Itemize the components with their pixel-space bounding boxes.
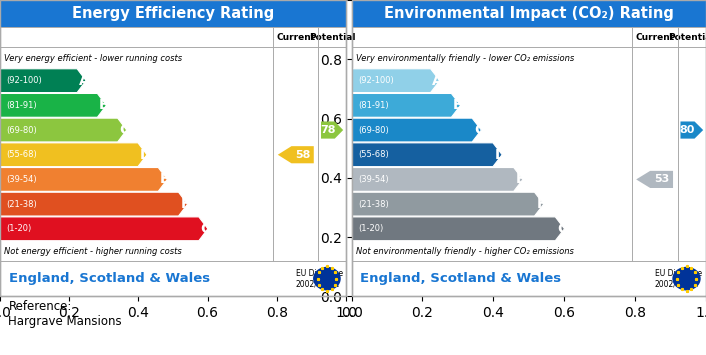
Text: (39-54): (39-54) [6, 175, 37, 184]
Text: (69-80): (69-80) [6, 126, 37, 135]
Polygon shape [636, 171, 673, 188]
Polygon shape [352, 143, 502, 166]
Text: 53: 53 [654, 174, 669, 184]
Text: (21-38): (21-38) [358, 200, 389, 209]
Text: 78: 78 [320, 125, 335, 135]
Text: Energy Efficiency Rating: Energy Efficiency Rating [72, 6, 274, 21]
Text: (92-100): (92-100) [358, 76, 394, 85]
Text: (55-68): (55-68) [358, 150, 389, 159]
Text: 2002/91/EC: 2002/91/EC [296, 279, 340, 289]
Text: Not environmentally friendly - higher CO₂ emissions: Not environmentally friendly - higher CO… [356, 247, 574, 256]
Text: (81-91): (81-91) [6, 101, 37, 110]
Text: EU Directive: EU Directive [296, 269, 343, 278]
Text: D: D [140, 148, 151, 162]
Polygon shape [321, 121, 343, 138]
Polygon shape [0, 69, 86, 93]
Text: Potential: Potential [669, 33, 706, 42]
Text: E: E [515, 173, 525, 186]
Polygon shape [352, 168, 523, 191]
Text: Environmental Impact (CO₂) Rating: Environmental Impact (CO₂) Rating [384, 6, 674, 21]
Text: A: A [79, 74, 90, 88]
Text: B: B [99, 98, 109, 113]
Text: 80: 80 [680, 125, 695, 135]
Text: F: F [537, 197, 546, 211]
Bar [0, 0, 346, 27]
Polygon shape [277, 146, 313, 163]
Text: D: D [495, 148, 506, 162]
Text: (21-38): (21-38) [6, 200, 37, 209]
Text: 2002/91/EC: 2002/91/EC [654, 279, 699, 289]
Text: C: C [119, 123, 130, 137]
Text: (55-68): (55-68) [6, 150, 37, 159]
Text: G: G [557, 222, 568, 236]
Polygon shape [0, 217, 208, 241]
Text: C: C [474, 123, 484, 137]
Text: 58: 58 [295, 150, 311, 160]
Polygon shape [352, 192, 544, 216]
Text: (1-20): (1-20) [6, 224, 32, 233]
Polygon shape [681, 121, 703, 138]
Text: (39-54): (39-54) [358, 175, 388, 184]
Circle shape [672, 267, 700, 290]
Bar [352, 0, 706, 27]
Polygon shape [0, 93, 107, 117]
Text: Current: Current [635, 33, 674, 42]
Polygon shape [352, 93, 460, 117]
Circle shape [313, 267, 341, 290]
Text: F: F [180, 197, 190, 211]
Text: G: G [201, 222, 212, 236]
Text: Very energy efficient - lower running costs: Very energy efficient - lower running co… [4, 54, 182, 62]
Polygon shape [352, 118, 481, 142]
Text: Potential: Potential [309, 33, 355, 42]
Text: A: A [432, 74, 443, 88]
Polygon shape [0, 118, 126, 142]
Text: England, Scotland & Wales: England, Scotland & Wales [8, 272, 210, 285]
Text: (92-100): (92-100) [6, 76, 42, 85]
Text: Very environmentally friendly - lower CO₂ emissions: Very environmentally friendly - lower CO… [356, 54, 574, 62]
Text: England, Scotland & Wales: England, Scotland & Wales [361, 272, 561, 285]
Text: Reference:
Hargrave Mansions: Reference: Hargrave Mansions [8, 300, 122, 328]
Text: Not energy efficient - higher running costs: Not energy efficient - higher running co… [4, 247, 182, 256]
Text: EU Directive: EU Directive [654, 269, 702, 278]
Text: (69-80): (69-80) [358, 126, 389, 135]
Text: (1-20): (1-20) [358, 224, 383, 233]
Polygon shape [0, 143, 147, 166]
Polygon shape [352, 69, 440, 93]
Polygon shape [352, 217, 565, 241]
Polygon shape [0, 192, 188, 216]
Polygon shape [0, 168, 167, 191]
Text: Current: Current [276, 33, 316, 42]
Text: E: E [160, 173, 169, 186]
Text: B: B [453, 98, 464, 113]
Text: (81-91): (81-91) [358, 101, 388, 110]
